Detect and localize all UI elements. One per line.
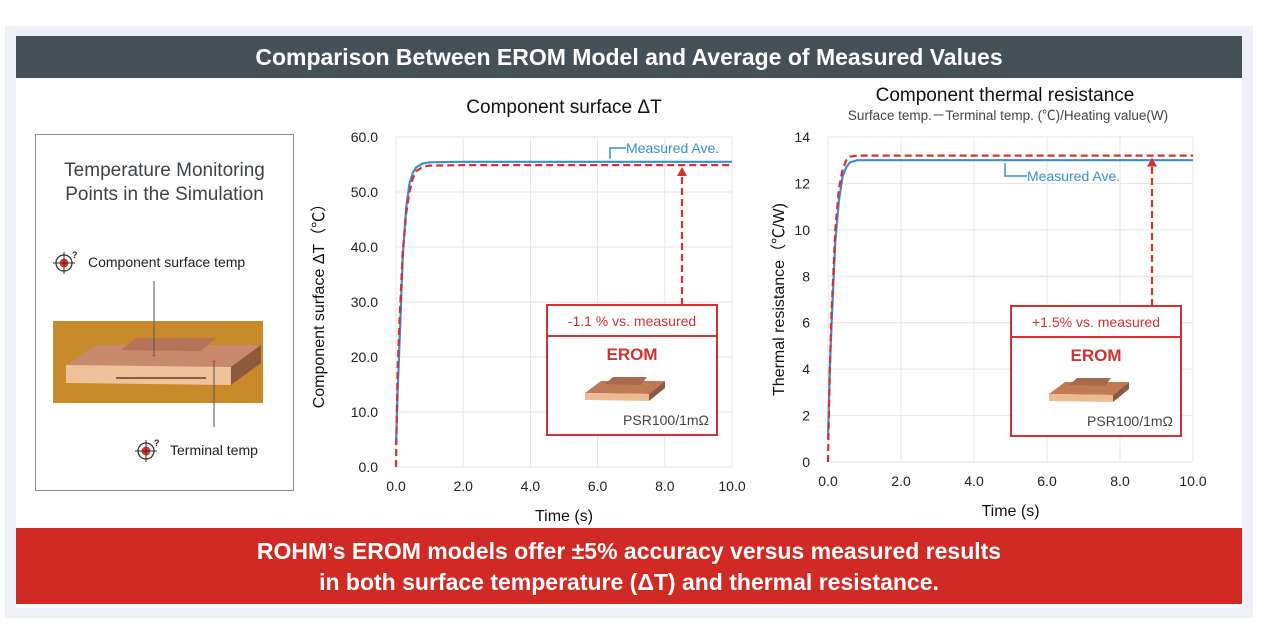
measured-series-label: Measured Ave. <box>1027 168 1120 184</box>
y-tick-label: 4 <box>802 361 810 377</box>
x-tick-label: 10.0 <box>1179 473 1206 489</box>
terminal-temp-label: Terminal temp <box>170 442 258 458</box>
x-tick-label: 0.0 <box>386 478 406 494</box>
x-tick-label: 0.0 <box>818 473 838 489</box>
chip-top <box>585 381 665 394</box>
svg-text:+: + <box>212 357 217 366</box>
resistor-chip-icon <box>585 377 665 401</box>
y-tick-label: 40.0 <box>351 239 378 255</box>
y-tick-label: 0.0 <box>359 459 379 475</box>
y-tick-label: 20.0 <box>351 349 378 365</box>
chart-subtitle: Surface temp.－Terminal temp. (℃)/Heating… <box>848 108 1168 123</box>
arrow-head-icon <box>677 167 687 177</box>
erom-series-line <box>826 154 1193 463</box>
target-question-icon: ? <box>135 438 160 462</box>
measured-callout-line <box>1004 163 1027 177</box>
chip-top <box>1049 382 1129 395</box>
svg-text:+: + <box>152 351 157 360</box>
accuracy-label: -1.1 % vs. measured <box>568 313 696 329</box>
monitoring-points-panel: Temperature Monitoring Points in the Sim… <box>35 134 294 491</box>
target-question-icon: ? <box>53 250 78 274</box>
x-tick-label: 2.0 <box>891 473 911 489</box>
part-number-label: PSR100/1mΩ <box>623 412 709 428</box>
svg-text:?: ? <box>154 438 160 448</box>
x-tick-label: 8.0 <box>1110 473 1130 489</box>
y-tick-label: 8 <box>802 268 810 284</box>
model-label: EROM <box>607 345 658 364</box>
y-tick-label: 2 <box>802 408 810 424</box>
x-tick-label: 6.0 <box>1037 473 1057 489</box>
x-tick-label: 10.0 <box>718 478 745 494</box>
x-tick-label: 2.0 <box>453 478 473 494</box>
y-tick-label: 60.0 <box>351 129 378 145</box>
y-tick-label: 14 <box>794 129 810 145</box>
monitoring-title: Temperature Monitoring Points in the Sim… <box>64 160 265 205</box>
measured-callout-line <box>609 147 626 159</box>
x-axis-label: Time (s) <box>981 503 1039 520</box>
chip-body <box>605 377 647 385</box>
chip-end <box>1113 382 1129 402</box>
y-tick-label: 30.0 <box>351 294 378 310</box>
chart-title: Component thermal resistance <box>876 85 1135 106</box>
erom-annotation-box <box>546 304 718 436</box>
svg-text:?: ? <box>72 250 78 260</box>
x-tick-label: 6.0 <box>588 478 608 494</box>
accuracy-label: +1.5% vs. measured <box>1032 314 1160 330</box>
y-tick-label: 6 <box>802 315 810 331</box>
arrow-head-icon <box>1147 157 1157 167</box>
erom-series-line <box>394 164 732 468</box>
chip-body <box>1069 378 1111 386</box>
model-label: EROM <box>1071 346 1122 365</box>
y-tick-label: 50.0 <box>351 184 378 200</box>
x-tick-label: 4.0 <box>964 473 984 489</box>
y-tick-label: 0 <box>802 454 810 470</box>
y-axis-label: Thermal resistance（℃/W) <box>770 203 788 396</box>
y-tick-label: 12 <box>794 175 810 191</box>
summary-banner: ROHM’s EROM models offer ±5% accuracy ve… <box>16 528 1242 604</box>
chip-end <box>649 381 665 401</box>
surface-temp-label: Component surface temp <box>88 254 246 270</box>
chart-title: Component surface ΔT <box>466 97 662 118</box>
page-title: Comparison Between EROM Model and Averag… <box>16 36 1242 78</box>
resistor-illustration: + + ? ? <box>53 250 263 462</box>
measured-series-label: Measured Ave. <box>626 140 719 156</box>
y-tick-label: 10 <box>794 222 810 238</box>
chip-side <box>1049 394 1113 402</box>
measured-series-line <box>394 160 732 446</box>
y-axis-label: Component surface ΔT（℃） <box>310 196 328 409</box>
x-tick-label: 4.0 <box>521 478 541 494</box>
erom-annotation-box <box>1010 305 1182 437</box>
y-tick-label: 10.0 <box>351 404 378 420</box>
x-tick-label: 8.0 <box>655 478 675 494</box>
resistor-chip-icon <box>1049 378 1129 402</box>
x-axis-label: Time (s) <box>535 508 593 525</box>
part-number-label: PSR100/1mΩ <box>1087 413 1173 429</box>
chip-side <box>585 393 649 401</box>
